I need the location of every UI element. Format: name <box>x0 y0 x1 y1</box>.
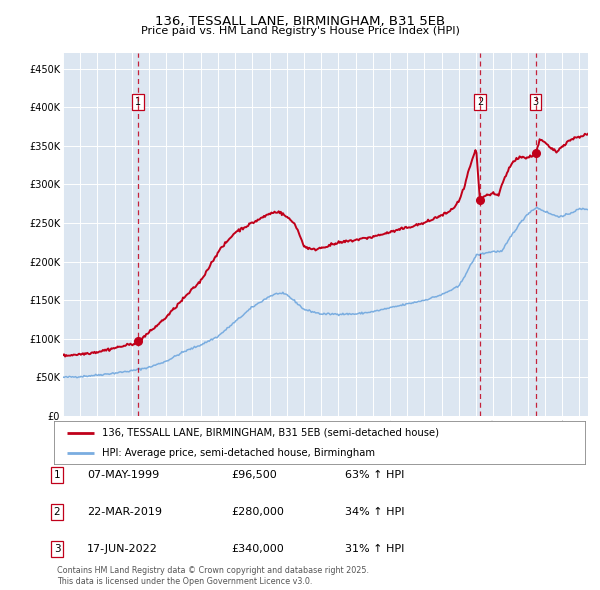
Text: 31% ↑ HPI: 31% ↑ HPI <box>345 545 404 554</box>
Text: HPI: Average price, semi-detached house, Birmingham: HPI: Average price, semi-detached house,… <box>102 448 375 458</box>
Text: Price paid vs. HM Land Registry's House Price Index (HPI): Price paid vs. HM Land Registry's House … <box>140 26 460 36</box>
Text: 63% ↑ HPI: 63% ↑ HPI <box>345 470 404 480</box>
Text: 22-MAR-2019: 22-MAR-2019 <box>87 507 162 517</box>
Text: 2: 2 <box>477 97 483 107</box>
Text: Contains HM Land Registry data © Crown copyright and database right 2025.
This d: Contains HM Land Registry data © Crown c… <box>57 566 369 586</box>
Text: £340,000: £340,000 <box>231 545 284 554</box>
Text: £280,000: £280,000 <box>231 507 284 517</box>
Text: 3: 3 <box>53 545 61 554</box>
Text: 2: 2 <box>53 507 61 517</box>
Text: 3: 3 <box>533 97 539 107</box>
Text: 17-JUN-2022: 17-JUN-2022 <box>87 545 158 554</box>
Text: 34% ↑ HPI: 34% ↑ HPI <box>345 507 404 517</box>
Text: 136, TESSALL LANE, BIRMINGHAM, B31 5EB (semi-detached house): 136, TESSALL LANE, BIRMINGHAM, B31 5EB (… <box>102 428 439 438</box>
Text: 136, TESSALL LANE, BIRMINGHAM, B31 5EB: 136, TESSALL LANE, BIRMINGHAM, B31 5EB <box>155 15 445 28</box>
Text: £96,500: £96,500 <box>231 470 277 480</box>
Text: 07-MAY-1999: 07-MAY-1999 <box>87 470 159 480</box>
Text: 1: 1 <box>135 97 141 107</box>
Text: 1: 1 <box>53 470 61 480</box>
